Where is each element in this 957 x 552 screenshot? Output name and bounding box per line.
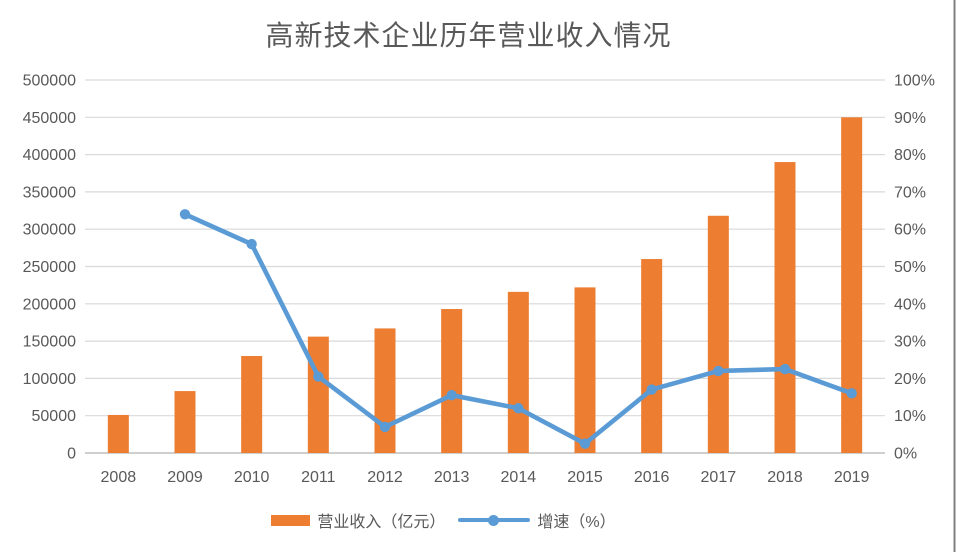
growth-line-swatch-icon [458, 514, 531, 526]
left-axis-tick-label: 400000 [23, 147, 76, 164]
legend-item-revenue: 营业收入（亿元） [271, 508, 445, 532]
left-axis-tick-label: 50000 [32, 408, 77, 425]
left-axis-tick-label: 100000 [23, 371, 76, 388]
growth-line-marker-2017 [713, 365, 724, 377]
growth-line-marker-2019 [846, 388, 857, 399]
left-axis-tick-label: 500000 [23, 73, 76, 90]
right-axis-tick-label: 0% [894, 446, 917, 463]
left-axis-tick-label: 250000 [23, 259, 76, 276]
left-axis-tick-label: 450000 [23, 110, 76, 127]
revenue-bar-2017 [707, 215, 729, 453]
revenue-bar-2019 [841, 117, 863, 454]
growth-line-swatch-dot [488, 514, 500, 526]
growth-line-marker-2010 [246, 238, 257, 250]
right-axis-tick-label: 10% [894, 408, 926, 425]
revenue-bar-2008 [107, 414, 129, 453]
revenue-bar-2018 [774, 162, 796, 453]
x-axis-tick-label: 2014 [501, 469, 537, 486]
left-axis-tick-label: 300000 [23, 222, 76, 239]
revenue-bar-swatch-icon [271, 514, 311, 526]
revenue-bar-2013 [441, 309, 463, 453]
growth-line-marker-2015 [579, 438, 591, 449]
x-axis-tick-label: 2008 [101, 469, 137, 486]
right-axis-tick-label: 50% [894, 259, 926, 276]
x-axis-tick-label: 2012 [367, 469, 403, 486]
right-axis-tick-label: 100% [894, 73, 935, 90]
revenue-bar-2011 [307, 336, 329, 453]
legend-label-revenue: 营业收入（亿元） [317, 514, 446, 531]
revenue-bar-2015 [574, 287, 596, 453]
x-axis-tick-label: 2017 [701, 469, 737, 486]
x-axis-tick-label: 2018 [767, 469, 803, 486]
growth-line-marker-2014 [513, 403, 524, 414]
left-axis-tick-label: 350000 [23, 184, 76, 201]
right-axis-tick-label: 40% [894, 296, 926, 313]
growth-line-marker-2012 [379, 421, 391, 433]
right-axis-tick-label: 60% [894, 222, 926, 239]
legend-label-growth: 增速（%） [537, 514, 616, 531]
growth-line-marker-2011 [313, 371, 324, 382]
x-axis-tick-label: 2019 [834, 469, 870, 486]
x-axis-tick-label: 2016 [634, 469, 670, 486]
chart-title: 高新技术企业历年营业收入情况 [265, 21, 672, 52]
growth-line-marker-2018 [779, 363, 791, 375]
right-axis-tick-label: 80% [894, 147, 926, 164]
revenue-bar-2014 [507, 291, 529, 453]
growth-line-marker-2013 [446, 389, 457, 401]
right-axis-tick-label: 20% [894, 371, 926, 388]
chart-legend: 营业收入（亿元） 增速（%） [0, 508, 887, 532]
x-axis-tick-label: 2015 [567, 469, 603, 486]
right-axis-tick-label: 30% [894, 334, 926, 351]
revenue-bar-2009 [174, 391, 196, 453]
left-axis-tick-label: 0 [67, 446, 76, 463]
x-axis-tick-label: 2010 [234, 469, 270, 486]
revenue-bar-2012 [374, 328, 396, 453]
legend-item-growth: 增速（%） [452, 508, 616, 532]
revenue-bar-2010 [241, 356, 263, 453]
left-axis-tick-label: 200000 [23, 296, 76, 313]
growth-line-marker-2009 [179, 209, 191, 220]
x-axis-tick-label: 2011 [301, 469, 336, 486]
right-axis-tick-label: 70% [894, 184, 926, 201]
left-axis-tick-label: 150000 [23, 334, 76, 351]
revenue-bar-2016 [641, 259, 663, 453]
growth-line-marker-2016 [646, 384, 657, 395]
right-axis-tick-label: 90% [894, 110, 926, 127]
x-axis-tick-label: 2013 [434, 469, 470, 486]
x-axis-tick-label: 2009 [167, 469, 203, 486]
